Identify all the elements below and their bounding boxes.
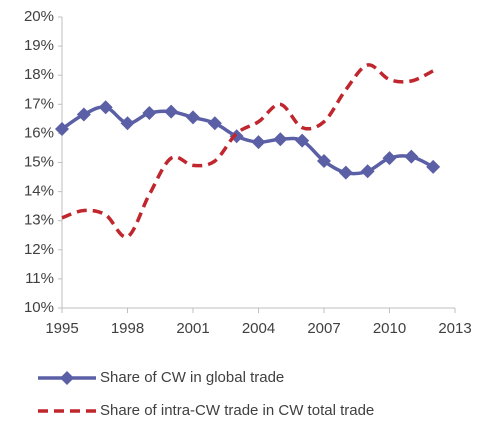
point-marker — [426, 159, 441, 174]
y-tick-label: 14% — [24, 183, 54, 200]
point-marker — [295, 133, 310, 148]
point-marker — [207, 116, 222, 131]
x-tick-label: 2010 — [373, 320, 406, 337]
point-marker — [98, 100, 113, 115]
y-tick-label: 20% — [24, 8, 54, 25]
point-marker — [338, 165, 353, 180]
point-marker — [55, 122, 69, 137]
y-tick-label: 19% — [24, 37, 54, 54]
legend-marker — [60, 371, 74, 385]
legend-label: Share of CW in global trade — [100, 369, 284, 386]
x-tick-label: 2007 — [307, 320, 340, 337]
y-tick-label: 15% — [24, 153, 54, 170]
x-tick-label: 2004 — [242, 320, 275, 337]
point-marker — [120, 116, 135, 131]
point-marker — [404, 149, 419, 164]
y-tick-label: 17% — [24, 95, 54, 112]
point-marker — [186, 110, 200, 125]
y-tick-label: 10% — [24, 299, 54, 316]
y-tick-label: 16% — [24, 124, 54, 141]
y-tick-label: 11% — [25, 270, 54, 287]
legend-label: Share of intra-CW trade in CW total trad… — [100, 402, 374, 419]
series-line — [61, 105, 434, 176]
point-marker — [142, 106, 157, 121]
y-tick-label: 12% — [24, 241, 54, 258]
x-tick-label: 2001 — [176, 320, 209, 337]
point-marker — [317, 154, 331, 169]
point-marker — [76, 107, 91, 122]
x-tick-label: 2013 — [438, 320, 471, 337]
point-marker — [382, 151, 397, 166]
y-tick-label: 18% — [24, 66, 54, 83]
y-tick-label: 13% — [24, 212, 54, 229]
x-tick-label: 1995 — [45, 320, 78, 337]
point-marker — [251, 135, 266, 150]
series-line — [61, 63, 434, 239]
point-marker — [273, 132, 288, 147]
point-marker — [360, 164, 375, 179]
x-tick-label: 1998 — [111, 320, 144, 337]
point-marker — [164, 104, 179, 119]
